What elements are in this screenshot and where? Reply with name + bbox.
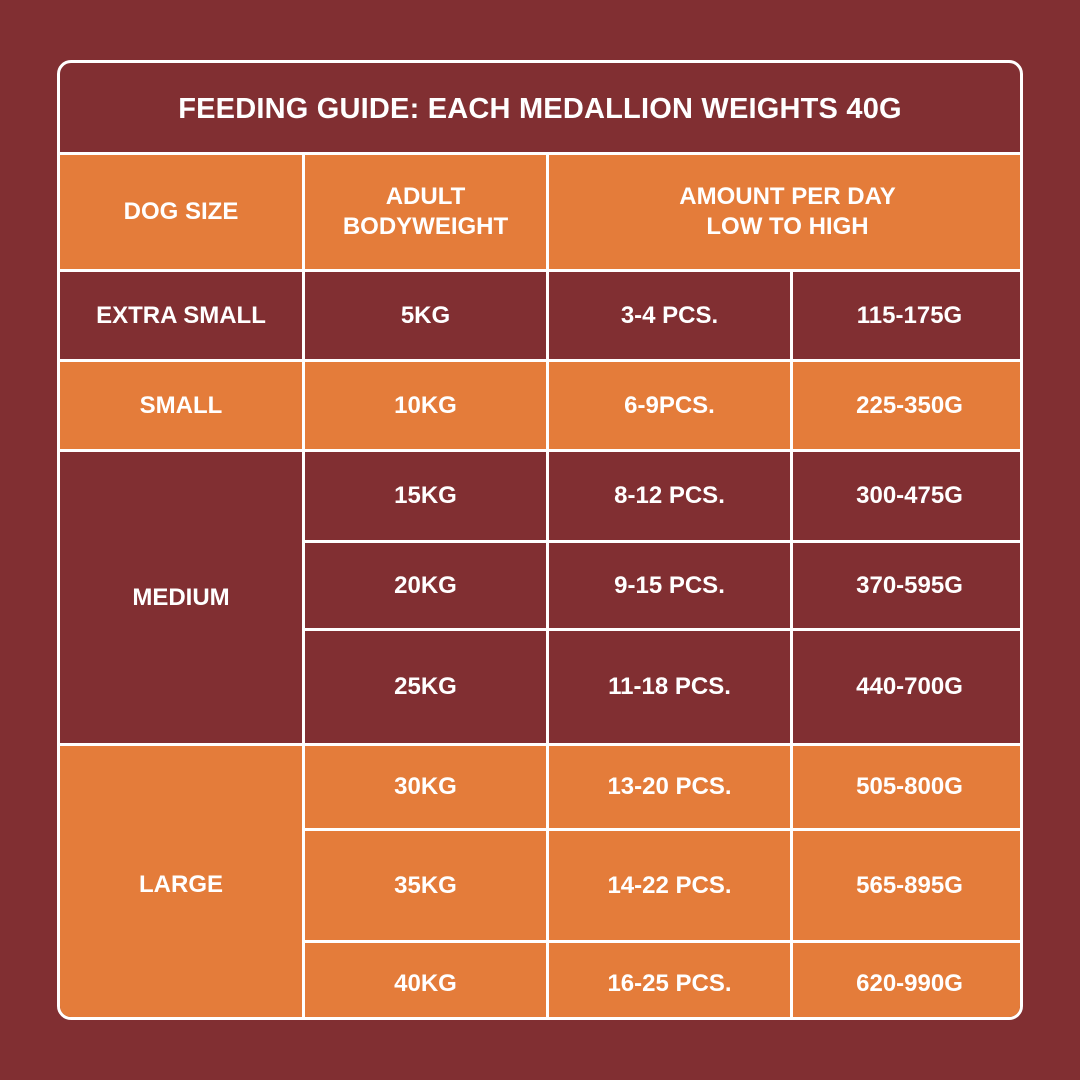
bodyweight-cell: 15KG	[302, 449, 549, 543]
grams-cell: 565-895G	[790, 828, 1020, 943]
bodyweight-cell: 10KG	[302, 359, 549, 452]
table-row: EXTRA SMALL 5KG 3-4 PCS. 115-175G	[60, 269, 1020, 362]
grams-cell: 440-700G	[790, 628, 1020, 746]
dog-size-cell: MEDIUM	[60, 449, 305, 746]
bodyweight-cell: 40KG	[302, 940, 549, 1017]
pieces-cell: 16-25 PCS.	[546, 940, 793, 1017]
pieces-cell: 3-4 PCS.	[546, 269, 793, 362]
header-bodyweight-line1: ADULT	[385, 183, 466, 210]
bodyweight-cell: 30KG	[302, 743, 549, 831]
header-adult-bodyweight: ADULT BODYWEIGHT	[302, 152, 549, 272]
grams-cell: 620-990G	[790, 940, 1020, 1017]
table-row: SMALL 10KG 6-9PCS. 225-350G	[60, 359, 1020, 452]
pieces-cell: 13-20 PCS.	[546, 743, 793, 831]
grams-cell: 115-175G	[790, 269, 1020, 362]
bodyweight-cell: 5KG	[302, 269, 549, 362]
header-dog-size: DOG SIZE	[60, 152, 305, 272]
table-row: 25KG 11-18 PCS. 440-700G	[60, 628, 1020, 746]
page-title: FEEDING GUIDE: EACH MEDALLION WEIGHTS 40…	[178, 92, 902, 125]
table-header-row: DOG SIZE ADULT BODYWEIGHT AMOUNT PER DAY…	[60, 152, 1020, 272]
dog-size-cell: LARGE	[60, 743, 305, 1017]
grams-cell: 300-475G	[790, 449, 1020, 543]
table-row: 20KG 9-15 PCS. 370-595G	[60, 540, 1020, 631]
pieces-cell: 8-12 PCS.	[546, 449, 793, 543]
header-amount-line1: AMOUNT PER DAY	[679, 183, 896, 210]
bodyweight-cell: 25KG	[302, 628, 549, 746]
dog-size-cell: EXTRA SMALL	[60, 269, 305, 362]
pieces-cell: 14-22 PCS.	[546, 828, 793, 943]
feeding-guide-card: FEEDING GUIDE: EACH MEDALLION WEIGHTS 40…	[57, 60, 1023, 1020]
header-amount-per-day: AMOUNT PER DAY LOW TO HIGH	[546, 152, 1020, 272]
feeding-guide-table: DOG SIZE ADULT BODYWEIGHT AMOUNT PER DAY…	[60, 152, 1020, 1017]
table-row: LARGE 30KG 13-20 PCS. 505-800G	[60, 743, 1020, 1017]
bodyweight-cell: 20KG	[302, 540, 549, 631]
dog-size-cell: SMALL	[60, 359, 305, 452]
grams-cell: 505-800G	[790, 743, 1020, 831]
table-row: MEDIUM 15KG 8-12 PCS. 300-475G	[60, 449, 1020, 746]
header-amount-line2: LOW TO HIGH	[706, 213, 869, 240]
table-row: 40KG 16-25 PCS. 620-990G	[60, 940, 1020, 1017]
header-bodyweight-line2: BODYWEIGHT	[342, 213, 509, 240]
bodyweight-cell: 35KG	[302, 828, 549, 943]
pieces-cell: 9-15 PCS.	[546, 540, 793, 631]
grams-cell: 370-595G	[790, 540, 1020, 631]
pieces-cell: 11-18 PCS.	[546, 628, 793, 746]
grams-cell: 225-350G	[790, 359, 1020, 452]
pieces-cell: 6-9PCS.	[546, 359, 793, 452]
table-row: 35KG 14-22 PCS. 565-895G	[60, 828, 1020, 943]
